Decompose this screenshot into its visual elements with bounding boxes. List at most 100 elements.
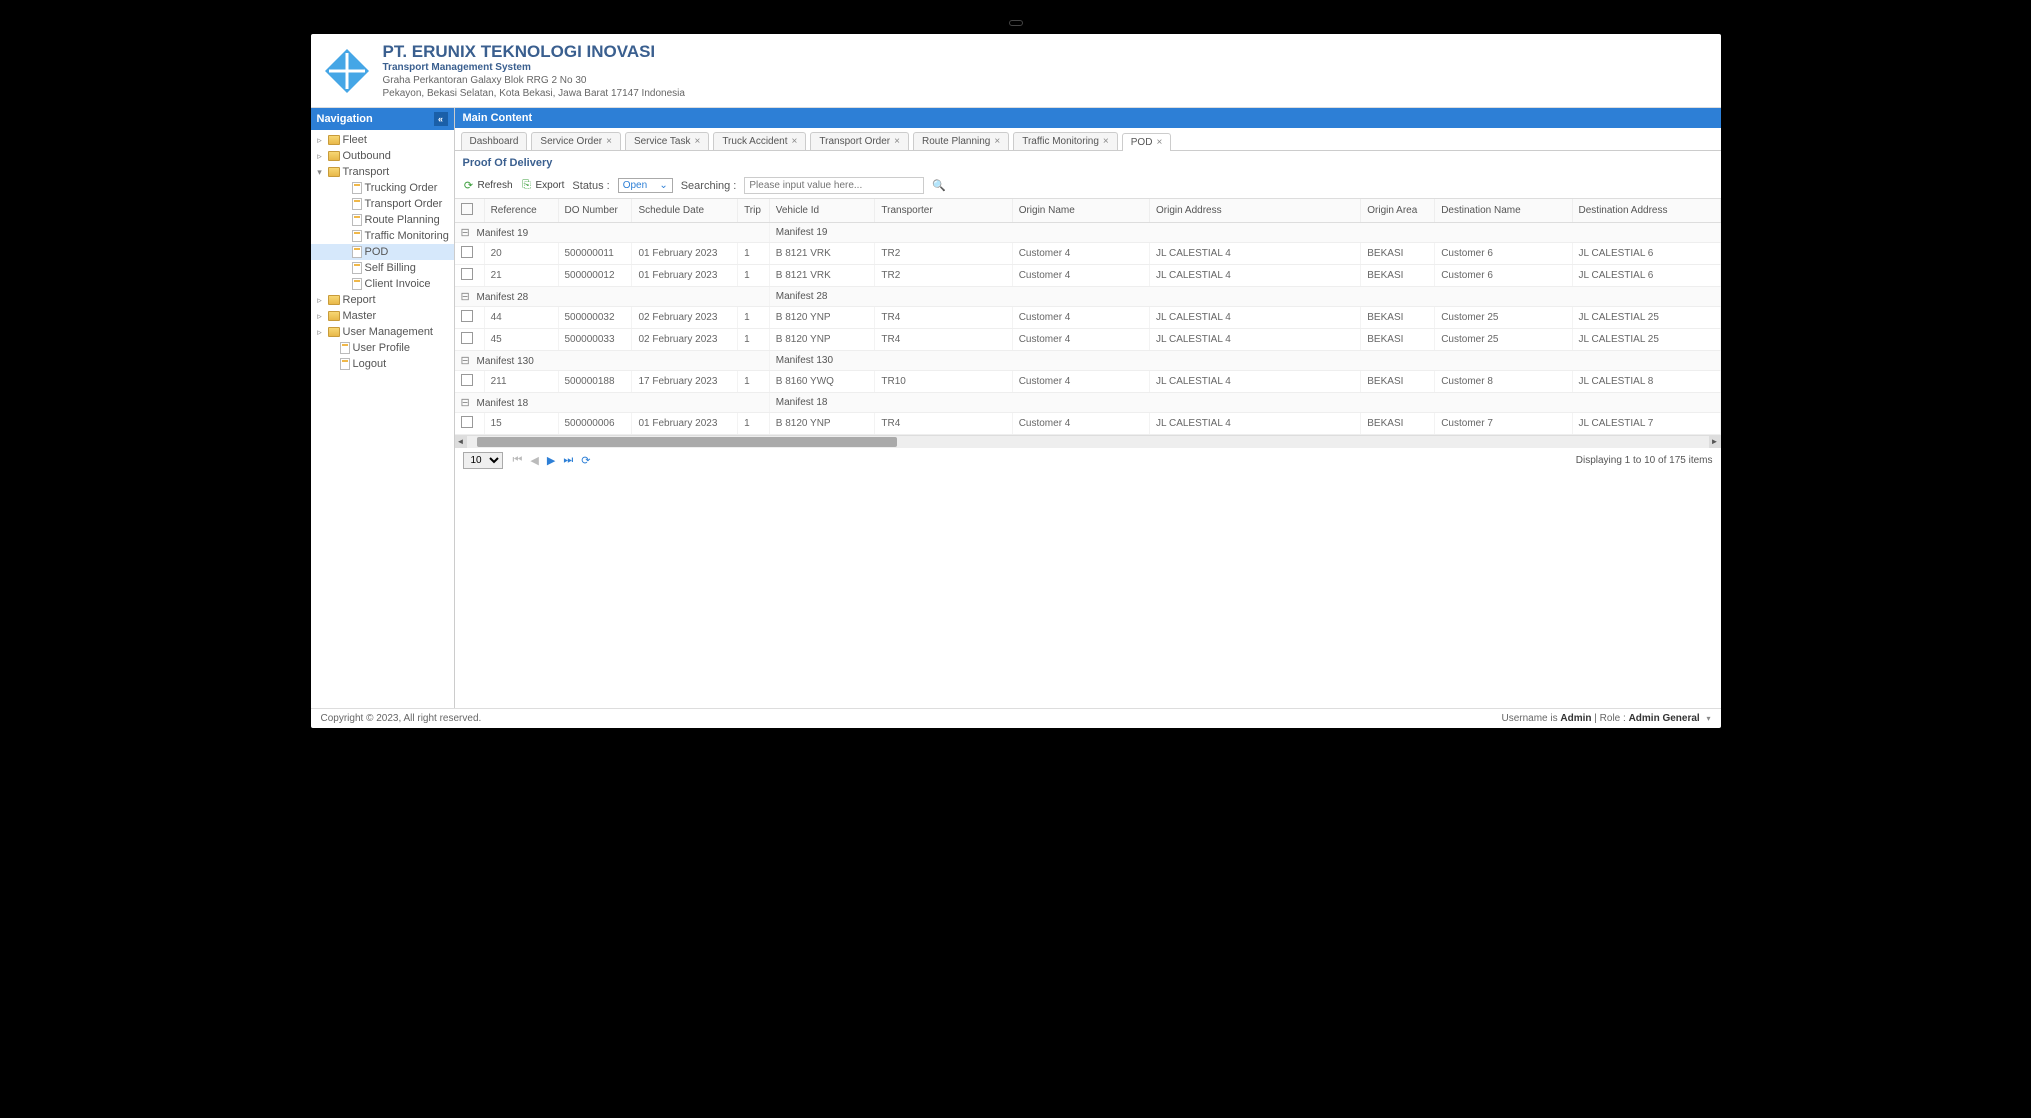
nav-panel: Navigation « ▹Fleet▹Outbound▾TransportTr… bbox=[311, 108, 455, 708]
nav-item-master[interactable]: ▹Master bbox=[311, 308, 454, 324]
nav-item-route-planning[interactable]: Route Planning bbox=[311, 212, 454, 228]
column-header[interactable] bbox=[455, 199, 485, 223]
row-checkbox[interactable] bbox=[461, 416, 473, 428]
tree-toggle-icon[interactable]: ▹ bbox=[315, 151, 325, 162]
table-row[interactable]: 2050000001101 February 20231B 8121 VRKTR… bbox=[455, 243, 1721, 265]
search-input[interactable] bbox=[744, 177, 924, 194]
address-line-2: Pekayon, Bekasi Selatan, Kota Bekasi, Ja… bbox=[383, 88, 685, 99]
cell: JL CALESTIAL 4 bbox=[1150, 329, 1361, 351]
close-icon[interactable]: × bbox=[606, 136, 612, 147]
nav-item-outbound[interactable]: ▹Outbound bbox=[311, 148, 454, 164]
cell: B 8120 YNP bbox=[769, 413, 875, 435]
tab-dashboard[interactable]: Dashboard bbox=[461, 132, 528, 150]
nav-item-pod[interactable]: POD bbox=[311, 244, 454, 260]
column-header[interactable]: Reference bbox=[484, 199, 558, 223]
refresh-icon: ⟳ bbox=[463, 180, 475, 192]
folder-icon bbox=[328, 295, 340, 305]
column-header[interactable]: Origin Name bbox=[1012, 199, 1149, 223]
tab-service-task[interactable]: Service Task× bbox=[625, 132, 709, 150]
body-row: Navigation « ▹Fleet▹Outbound▾TransportTr… bbox=[311, 108, 1721, 708]
table-row[interactable]: 4450000003202 February 20231B 8120 YNPTR… bbox=[455, 307, 1721, 329]
close-icon[interactable]: × bbox=[694, 136, 700, 147]
cell bbox=[455, 329, 485, 351]
scroll-thumb[interactable] bbox=[477, 437, 897, 447]
tab-traffic-monitoring[interactable]: Traffic Monitoring× bbox=[1013, 132, 1118, 150]
column-header[interactable]: Destination Address bbox=[1572, 199, 1720, 223]
nav-item-client-invoice[interactable]: Client Invoice bbox=[311, 276, 454, 292]
tree-toggle-icon[interactable]: ▾ bbox=[315, 167, 325, 178]
row-checkbox[interactable] bbox=[461, 332, 473, 344]
group-row[interactable]: ⊟ Manifest 28Manifest 28 bbox=[455, 287, 1721, 307]
scroll-right-arrow[interactable]: ► bbox=[1709, 436, 1721, 448]
column-header[interactable]: Transporter bbox=[875, 199, 1012, 223]
tab-service-order[interactable]: Service Order× bbox=[531, 132, 621, 150]
row-checkbox[interactable] bbox=[461, 310, 473, 322]
table-row[interactable]: 21150000018817 February 20231B 8160 YWQT… bbox=[455, 371, 1721, 393]
page-size-select[interactable]: 10 bbox=[463, 452, 503, 469]
tab-truck-accident[interactable]: Truck Accident× bbox=[713, 132, 806, 150]
next-page-button[interactable]: ▶ bbox=[547, 454, 555, 467]
nav-item-fleet[interactable]: ▹Fleet bbox=[311, 132, 454, 148]
group-row[interactable]: ⊟ Manifest 130Manifest 130 bbox=[455, 351, 1721, 371]
tab-label: Transport Order bbox=[819, 136, 890, 147]
column-header[interactable]: DO Number bbox=[558, 199, 632, 223]
pager-left: 10 ⏮ ◀ ▶ ⏭ ⟳ bbox=[463, 452, 591, 469]
collapse-icon[interactable]: ⊟ bbox=[461, 227, 474, 239]
cell: BEKASI bbox=[1361, 329, 1435, 351]
user-dropdown-icon[interactable]: ▾ bbox=[1706, 714, 1710, 723]
search-icon[interactable]: 🔍 bbox=[932, 179, 946, 192]
last-page-button[interactable]: ⏭ bbox=[563, 454, 573, 467]
tree-toggle-icon[interactable]: ▹ bbox=[315, 135, 325, 146]
tab-pod[interactable]: POD× bbox=[1122, 133, 1172, 151]
column-header[interactable]: Vehicle Id bbox=[769, 199, 875, 223]
nav-item-user-management[interactable]: ▹ User Management bbox=[311, 324, 454, 340]
row-checkbox[interactable] bbox=[461, 246, 473, 258]
table-row[interactable]: 4550000003302 February 20231B 8120 YNPTR… bbox=[455, 329, 1721, 351]
nav-collapse-button[interactable]: « bbox=[434, 112, 448, 126]
refresh-button[interactable]: ⟳ Refresh bbox=[463, 180, 513, 192]
close-icon[interactable]: × bbox=[994, 136, 1000, 147]
nav-item-trucking-order[interactable]: Trucking Order bbox=[311, 180, 454, 196]
column-header[interactable]: Origin Address bbox=[1150, 199, 1361, 223]
tree-toggle-icon[interactable]: ▹ bbox=[315, 311, 325, 322]
reload-button[interactable]: ⟳ bbox=[581, 454, 590, 467]
first-page-button[interactable]: ⏮ bbox=[513, 454, 523, 467]
nav-item-report[interactable]: ▹Report bbox=[311, 292, 454, 308]
nav-item-user-profile[interactable]: User Profile bbox=[311, 340, 454, 356]
group-row[interactable]: ⊟ Manifest 18Manifest 18 bbox=[455, 393, 1721, 413]
nav-item-traffic-monitoring[interactable]: Traffic Monitoring bbox=[311, 228, 454, 244]
close-icon[interactable]: × bbox=[894, 136, 900, 147]
collapse-icon[interactable]: ⊟ bbox=[461, 355, 474, 367]
row-checkbox[interactable] bbox=[461, 268, 473, 280]
close-icon[interactable]: × bbox=[1103, 136, 1109, 147]
nav-item-self-billing[interactable]: Self Billing bbox=[311, 260, 454, 276]
collapse-icon[interactable]: ⊟ bbox=[461, 291, 474, 303]
table-row[interactable]: 1550000000601 February 20231B 8120 YNPTR… bbox=[455, 413, 1721, 435]
group-row[interactable]: ⊟ Manifest 19Manifest 19 bbox=[455, 223, 1721, 243]
cell: 211 bbox=[484, 371, 558, 393]
tab-transport-order[interactable]: Transport Order × bbox=[810, 132, 909, 150]
prev-page-button[interactable]: ◀ bbox=[530, 454, 538, 467]
row-checkbox[interactable] bbox=[461, 374, 473, 386]
scroll-left-arrow[interactable]: ◄ bbox=[455, 436, 467, 448]
tab-route-planning[interactable]: Route Planning× bbox=[913, 132, 1009, 150]
collapse-icon[interactable]: ⊟ bbox=[461, 397, 474, 409]
scroll-track[interactable] bbox=[467, 436, 1709, 448]
close-icon[interactable]: × bbox=[792, 136, 798, 147]
nav-item-transport[interactable]: ▾Transport bbox=[311, 164, 454, 180]
close-icon[interactable]: × bbox=[1156, 137, 1162, 148]
nav-item-logout[interactable]: Logout bbox=[311, 356, 454, 372]
select-all-checkbox[interactable] bbox=[461, 203, 473, 215]
status-select[interactable]: Open ⌄ bbox=[618, 178, 673, 193]
horizontal-scrollbar[interactable]: ◄ ► bbox=[455, 436, 1721, 448]
tree-toggle-icon[interactable]: ▹ bbox=[315, 295, 325, 306]
nav-item-transport-order[interactable]: Transport Order bbox=[311, 196, 454, 212]
tree-toggle-icon[interactable]: ▹ bbox=[315, 327, 325, 338]
table-row[interactable]: 2150000001201 February 20231B 8121 VRKTR… bbox=[455, 265, 1721, 287]
column-header[interactable]: Trip bbox=[738, 199, 770, 223]
column-header[interactable]: Destination Name bbox=[1435, 199, 1572, 223]
nav-item-label: User Management bbox=[343, 326, 434, 338]
export-button[interactable]: ⎘ Export bbox=[521, 180, 565, 192]
column-header[interactable]: Schedule Date bbox=[632, 199, 738, 223]
column-header[interactable]: Origin Area bbox=[1361, 199, 1435, 223]
